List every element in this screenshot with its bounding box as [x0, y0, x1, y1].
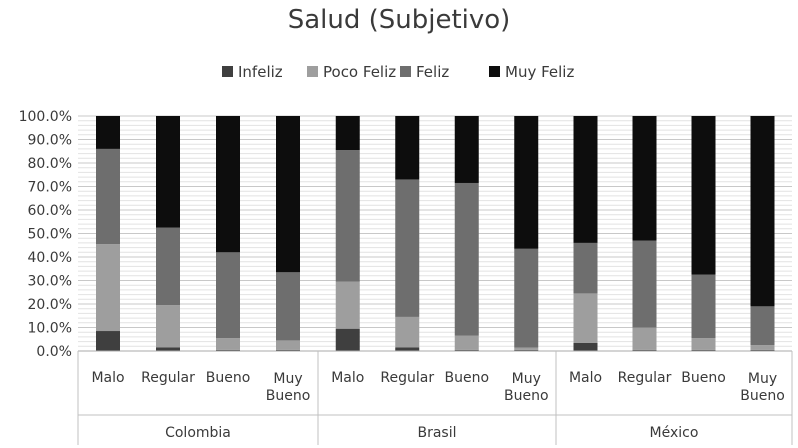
bar-segment: [632, 116, 657, 241]
bar-segment: [216, 349, 240, 351]
y-axis: 0.0% 10.0% 20.0% 30.0% 40.0% 50.0% 60.0% 70.0% 8…: [19, 109, 72, 360]
bar-segment: [750, 116, 775, 307]
bar-segment: [96, 331, 120, 351]
y-tick-label: 50.0%: [28, 227, 72, 243]
bar-segment: [335, 328, 360, 351]
legend: Infeliz Poco Feliz Feliz Muy Feliz: [222, 63, 574, 81]
bar-segment: [276, 349, 300, 351]
group-label: México: [650, 425, 699, 441]
x-tick-label: Bueno: [206, 370, 251, 386]
bar-segment: [395, 179, 420, 317]
y-tick-label: 90.0%: [28, 133, 72, 149]
y-tick-label: 70.0%: [28, 180, 72, 196]
x-tick-label: Regular: [380, 370, 434, 386]
bar-segment: [514, 349, 539, 351]
gridlines: [78, 115, 792, 352]
y-tick-label: 100.0%: [19, 109, 72, 125]
legend-label: Poco Feliz: [323, 63, 396, 81]
bars: [96, 116, 775, 351]
x-tick-label: Regular: [141, 370, 195, 386]
bar-segment: [454, 349, 479, 351]
y-tick-label: 80.0%: [28, 156, 72, 172]
y-tick-label: 30.0%: [28, 274, 72, 290]
bar-segment: [335, 281, 360, 329]
bar-segment: [750, 345, 775, 350]
bar-segment: [514, 248, 539, 348]
x-tick-label: Malo: [91, 370, 124, 386]
x-tick-label: Bueno: [681, 370, 726, 386]
bar-segment: [96, 244, 120, 332]
x-tick-label: Bueno: [444, 370, 489, 386]
bar-segment: [573, 116, 598, 243]
bar-segment: [216, 338, 240, 350]
legend-label: Muy Feliz: [505, 63, 574, 81]
legend-label: Infeliz: [238, 63, 283, 81]
x-tick-label: Regular: [618, 370, 672, 386]
bar-segment: [156, 347, 180, 351]
bar-segment: [276, 272, 300, 341]
bar-segment: [573, 242, 598, 294]
bar-segment: [96, 148, 120, 245]
legend-swatch: [489, 66, 500, 77]
bar-segment: [454, 182, 479, 336]
bar-segment: [573, 293, 598, 343]
x-tick-label: Malo: [569, 370, 602, 386]
bar-segment: [514, 347, 539, 350]
y-tick-label: 40.0%: [28, 250, 72, 266]
legend-swatch: [400, 66, 411, 77]
x-tick-label: Muy Bueno: [740, 371, 785, 404]
legend-swatch: [222, 66, 233, 77]
bar-segment: [395, 116, 420, 180]
chart-title: Salud (Subjetivo): [288, 5, 511, 35]
group-label: Brasil: [417, 425, 456, 441]
bar-segment: [395, 316, 420, 348]
bar-segment: [750, 306, 775, 346]
bar-segment: [96, 116, 120, 149]
bar-segment: [632, 349, 657, 351]
bar-segment: [573, 342, 598, 351]
y-tick-label: 10.0%: [28, 321, 72, 337]
bar-segment: [395, 347, 420, 351]
y-tick-label: 60.0%: [28, 203, 72, 219]
bar-segment: [691, 116, 716, 275]
bar-segment: [691, 349, 716, 351]
bar-segment: [335, 150, 360, 282]
bar-segment: [514, 116, 539, 249]
bar-segment: [335, 116, 360, 151]
bar-segment: [454, 116, 479, 183]
bar-segment: [454, 335, 479, 350]
bar-segment: [632, 240, 657, 328]
bar-segment: [276, 116, 300, 273]
y-tick-label: 20.0%: [28, 297, 72, 313]
bar-segment: [216, 252, 240, 339]
bar-segment: [691, 338, 716, 350]
bar-segment: [156, 227, 180, 306]
bar-segment: [632, 327, 657, 350]
x-axis: Malo Regular Bueno Muy Bueno Colombia Malo Regu…: [77, 350, 793, 445]
bar-segment: [276, 340, 300, 350]
bar-segment: [216, 116, 240, 253]
x-tick-label: Muy Bueno: [504, 371, 549, 404]
bar-segment: [750, 349, 775, 351]
group-label: Colombia: [165, 425, 231, 441]
bar-segment: [156, 116, 180, 228]
x-tick-label: Muy Bueno: [266, 371, 311, 404]
bar-segment: [156, 305, 180, 348]
bar-segment: [691, 274, 716, 339]
legend-label: Feliz: [416, 63, 449, 81]
y-tick-label: 0.0%: [36, 344, 72, 360]
x-tick-label: Malo: [331, 370, 364, 386]
legend-swatch: [307, 66, 318, 77]
